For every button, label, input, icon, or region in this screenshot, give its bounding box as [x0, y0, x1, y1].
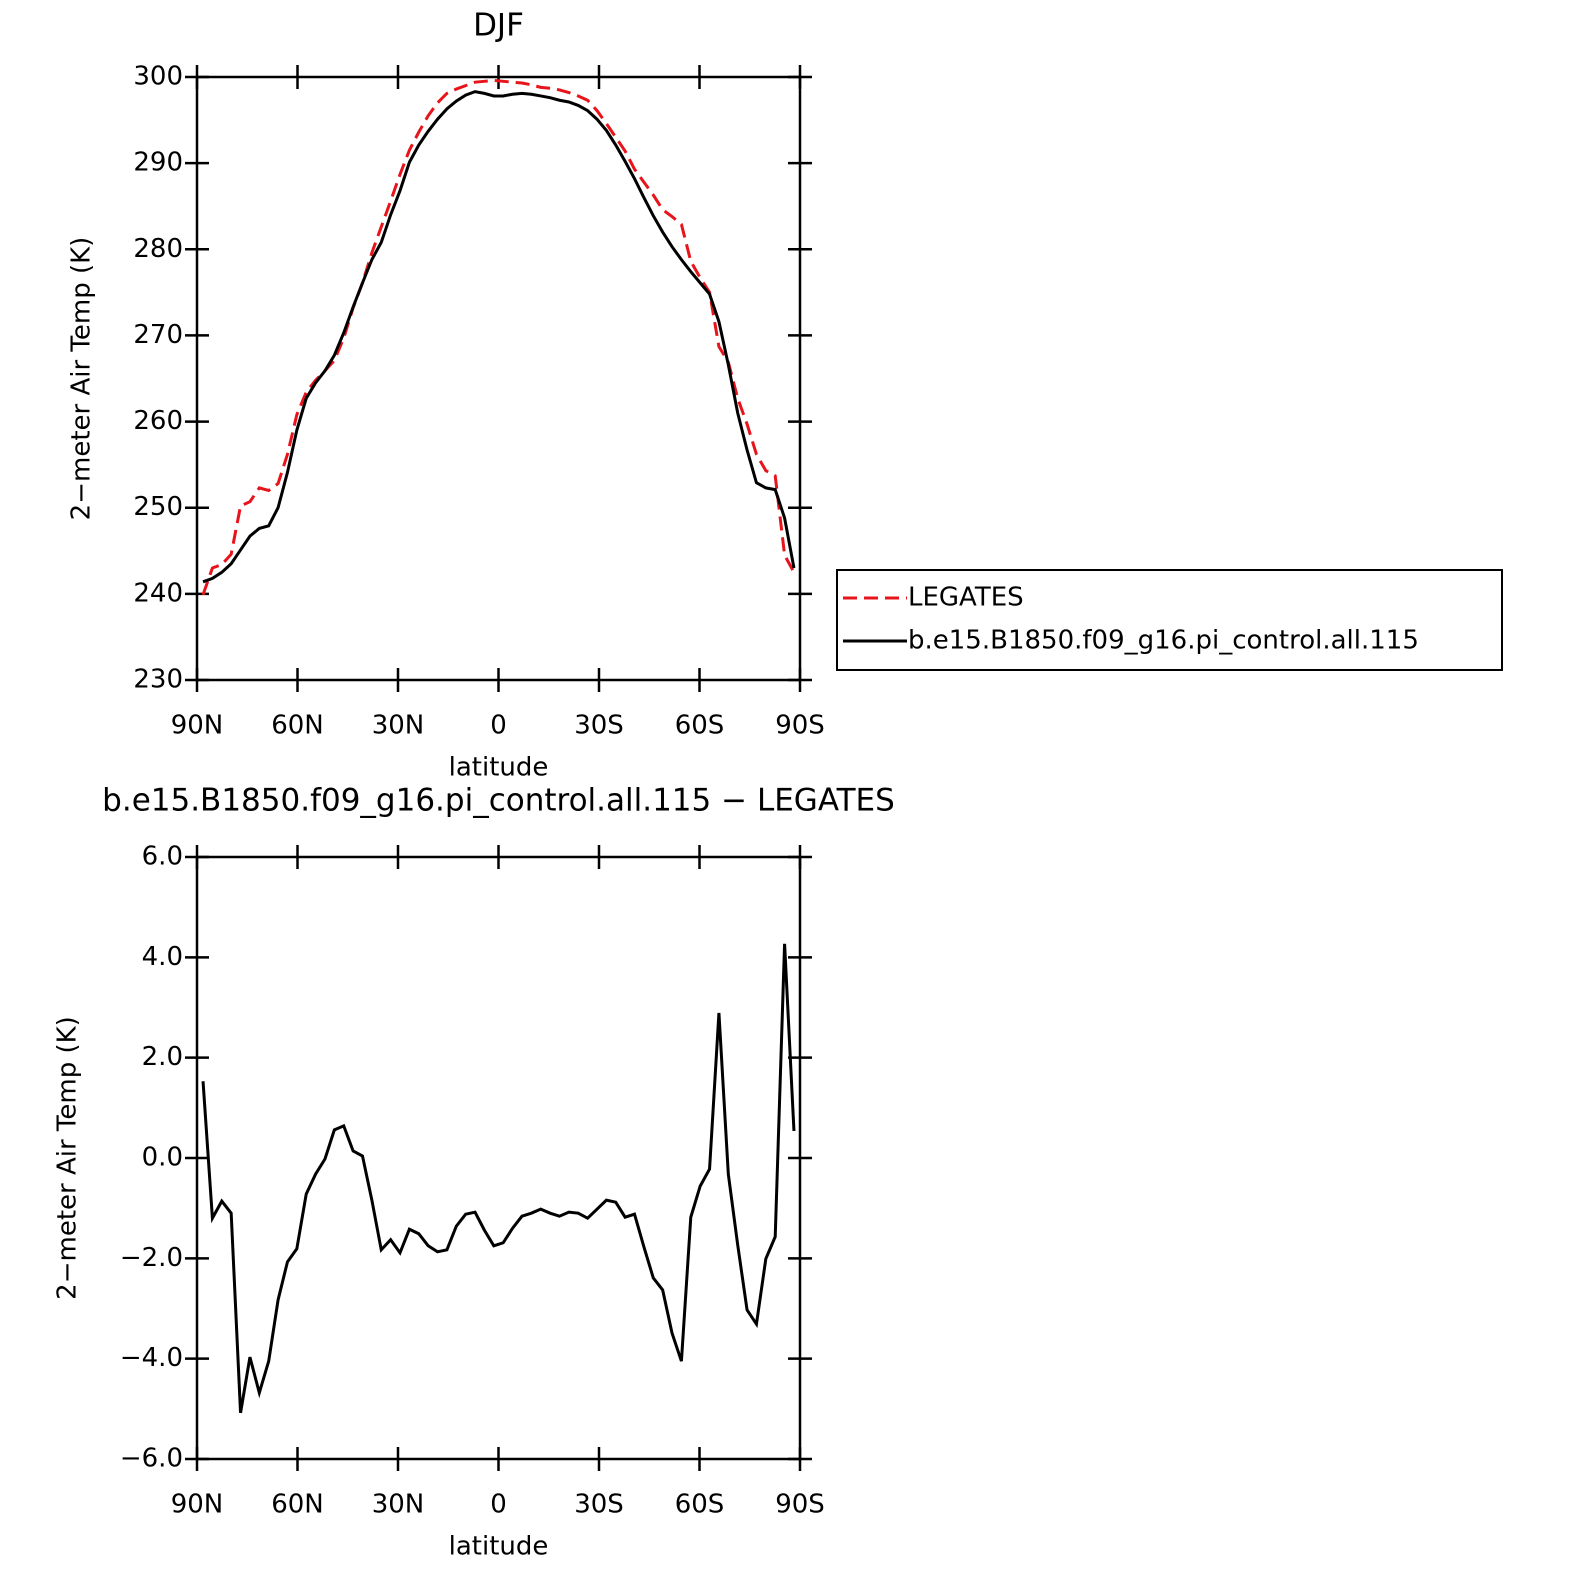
x-tick-label: 0 — [490, 1490, 507, 1520]
x-tick-label: 90S — [775, 711, 825, 741]
legend-label: b.e15.B1850.f09_g16.pi_control.all.115 — [908, 626, 1419, 656]
y-tick-label: 290 — [133, 148, 183, 178]
x-tick-label: 60S — [675, 711, 725, 741]
x-tick-label: 60S — [675, 1490, 725, 1520]
legend-label: LEGATES — [908, 583, 1024, 613]
x-tick-label: 90N — [171, 1490, 224, 1520]
x-tick-label: 90S — [775, 1490, 825, 1520]
chart-title: DJF — [473, 8, 524, 44]
plot-frame — [195, 855, 802, 1461]
x-tick-label: 60N — [271, 711, 324, 741]
x-tick-label: 30N — [372, 711, 425, 741]
y-tick-label: −4.0 — [120, 1343, 183, 1373]
y-tick-label: 250 — [133, 492, 183, 522]
x-tick-label: 30S — [574, 711, 624, 741]
y-tick-label: 270 — [133, 320, 183, 350]
y-tick-label: −6.0 — [120, 1444, 183, 1474]
x-tick-label: 90N — [171, 711, 224, 741]
y-axis-label: 2−meter Air Temp (K) — [67, 237, 97, 521]
y-tick-label: 240 — [133, 578, 183, 608]
x-tick-label: 30S — [574, 1490, 624, 1520]
y-tick-label: 0.0 — [142, 1143, 183, 1173]
y-tick-label: 300 — [133, 62, 183, 92]
y-tick-label: 4.0 — [142, 942, 183, 972]
y-tick-label: 6.0 — [142, 842, 183, 872]
legend-box — [836, 569, 1503, 671]
data-line — [201, 78, 796, 596]
x-axis-label: latitude — [449, 753, 549, 783]
y-tick-label: 2.0 — [142, 1042, 183, 1072]
chart-title: b.e15.B1850.f09_g16.pi_control.all.115 −… — [102, 783, 895, 819]
plot-frame — [195, 75, 802, 682]
y-tick-label: −2.0 — [120, 1243, 183, 1273]
x-tick-label: 0 — [490, 711, 507, 741]
y-tick-label: 230 — [133, 665, 183, 695]
x-tick-label: 30N — [372, 1490, 425, 1520]
data-line — [202, 90, 796, 584]
y-tick-label: 280 — [133, 234, 183, 264]
x-axis-label: latitude — [449, 1532, 549, 1562]
x-tick-label: 60N — [271, 1490, 324, 1520]
data-line — [201, 943, 796, 1414]
y-tick-label: 260 — [133, 406, 183, 436]
y-axis-label: 2−meter Air Temp (K) — [53, 1016, 83, 1300]
